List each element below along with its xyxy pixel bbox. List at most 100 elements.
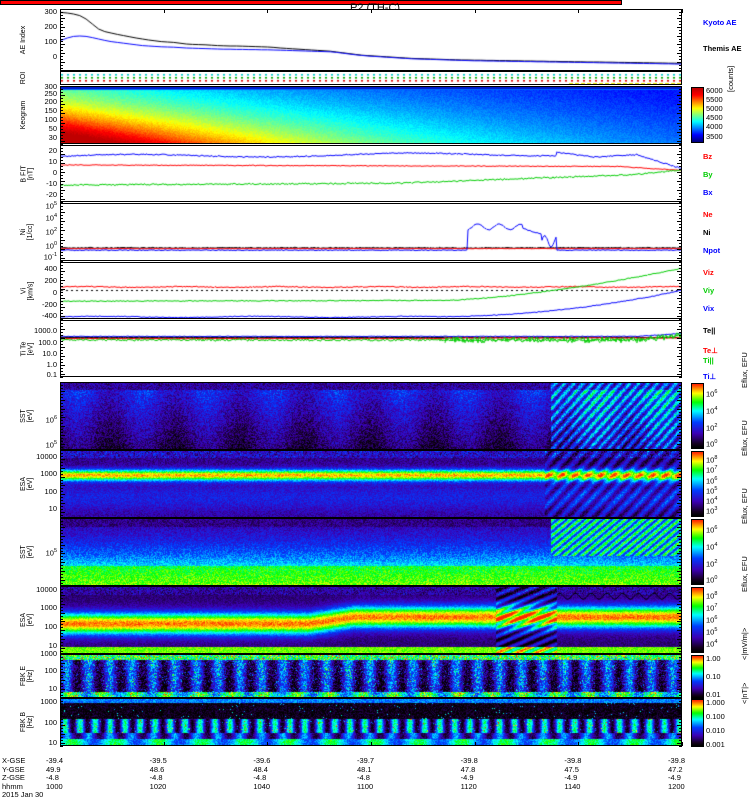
ytick-mark: [60, 344, 63, 345]
ytick-mark: [677, 172, 682, 173]
ytick-mark: [60, 429, 63, 430]
colorbar-keogram-label-0: 6000: [706, 86, 723, 95]
bottom-row-label-1: Y-GSE: [2, 764, 25, 774]
ytick-mark: [60, 453, 63, 454]
ytick-mark: [60, 377, 63, 378]
ytick-mark: [679, 65, 682, 66]
ytick-mark: [60, 319, 63, 320]
ytick-mark: [60, 722, 63, 723]
ytick-mark: [60, 521, 63, 522]
ytick-mark: [677, 365, 682, 366]
colorbar-fbk-e: [692, 656, 703, 698]
ytick-mark: [60, 59, 63, 60]
ytick-mark: [60, 689, 65, 690]
colorbar-keogram-label-2: 5000: [706, 104, 723, 113]
ytick-mark: [60, 527, 65, 528]
ytick-mark: [677, 553, 682, 554]
ytick-mark: [60, 283, 63, 284]
colorbar-keogram-title: [counts]: [726, 65, 735, 92]
ytick-mark: [679, 432, 682, 433]
ytick-mark: [679, 157, 682, 158]
ytick-mark: [60, 559, 63, 560]
colorbar-esa-electron-label-1: 107: [706, 465, 718, 475]
ytick-mark: [679, 175, 682, 176]
ytick-mark: [679, 737, 682, 738]
ytick-mark: [677, 391, 682, 392]
ytick-mark: [60, 237, 63, 238]
ytick-tite-3: 1.0: [46, 360, 57, 369]
ytick-mark: [679, 385, 682, 386]
ytick-mark: [60, 292, 63, 293]
ytick-mark: [60, 627, 63, 628]
roi-indicator-rows: [61, 72, 681, 84]
ytick-mark: [679, 633, 682, 634]
ytick-mark: [60, 435, 65, 436]
ytick-mark: [677, 36, 682, 37]
ytick-mark: [679, 56, 682, 57]
ytick-mark: [679, 234, 682, 235]
ytick-mark: [679, 483, 682, 484]
ytick-mark: [677, 382, 682, 383]
bottom-value-x-gse-2: -39.6: [253, 756, 271, 765]
bottom-value-hhmm-1: 1020: [149, 781, 167, 791]
ytick-mark: [679, 551, 682, 552]
ytick-mark: [60, 589, 63, 590]
ytick-mark: [677, 190, 682, 191]
ytick-mark: [679, 41, 682, 42]
bfit-traces: [61, 146, 681, 201]
ytick-mark: [677, 518, 682, 519]
ytick-tite-4: 0.1: [46, 370, 57, 379]
legend-tite-3: Ti⊥: [703, 372, 717, 381]
ytick-mark: [679, 589, 682, 590]
colorbar-keogram: [692, 88, 703, 142]
ytick-mark: [60, 556, 63, 557]
ytick-mark: [679, 515, 682, 516]
ytick-mark: [679, 607, 682, 608]
ytick-mark: [60, 506, 63, 507]
ytick-mark: [60, 683, 63, 684]
ytick-mark: [677, 545, 682, 546]
ytick-mark: [60, 181, 65, 182]
ytick-mark: [60, 483, 63, 484]
ytick-mark: [679, 169, 682, 170]
bottom-value-y-gse-3: 48.1: [357, 764, 372, 774]
ytick-mark: [677, 562, 682, 563]
ytick-mark: [679, 577, 682, 578]
ytick-mark: [679, 196, 682, 197]
ytick-mark: [60, 571, 65, 572]
ytick-mark: [60, 536, 65, 537]
ytick-mark: [60, 686, 63, 687]
ytick-mark: [60, 24, 63, 25]
xtick-mark: [267, 9, 268, 13]
ytick-mark: [60, 169, 63, 170]
ytick-mark: [60, 50, 63, 51]
ytick-mark: [679, 627, 682, 628]
ytick-mark: [60, 71, 65, 72]
ytick-mark: [679, 415, 682, 416]
ytick-mark: [677, 240, 682, 241]
ytick-mark: [679, 15, 682, 16]
ytick-mark: [677, 329, 682, 330]
ytick-mark: [60, 172, 65, 173]
ytick-mark: [60, 157, 63, 158]
ytick-mark: [60, 362, 63, 363]
ytick-mark: [60, 657, 63, 658]
ytick-mark: [60, 613, 65, 614]
ytick-mark: [677, 409, 682, 410]
bottom-value-y-gse-1: 48.6: [149, 764, 165, 774]
ytick-fbk-b-0: 1000: [40, 697, 57, 706]
ytick-keogram-6: 30: [48, 133, 57, 142]
ytick-mark: [679, 332, 682, 333]
ytick-mark: [679, 98, 682, 99]
ytick-mark: [60, 101, 63, 102]
colorbar-esa-ion-label-3: 105: [706, 627, 718, 637]
ytick-mark: [60, 206, 63, 207]
ytick-mark: [677, 44, 682, 45]
ytick-mark: [60, 415, 63, 416]
ytick-mark: [679, 666, 682, 667]
ytick-mark: [677, 62, 682, 63]
ytick-mark: [679, 362, 682, 363]
ytick-mark: [679, 533, 682, 534]
ytick-mark: [60, 592, 63, 593]
ytick-mark: [679, 237, 682, 238]
